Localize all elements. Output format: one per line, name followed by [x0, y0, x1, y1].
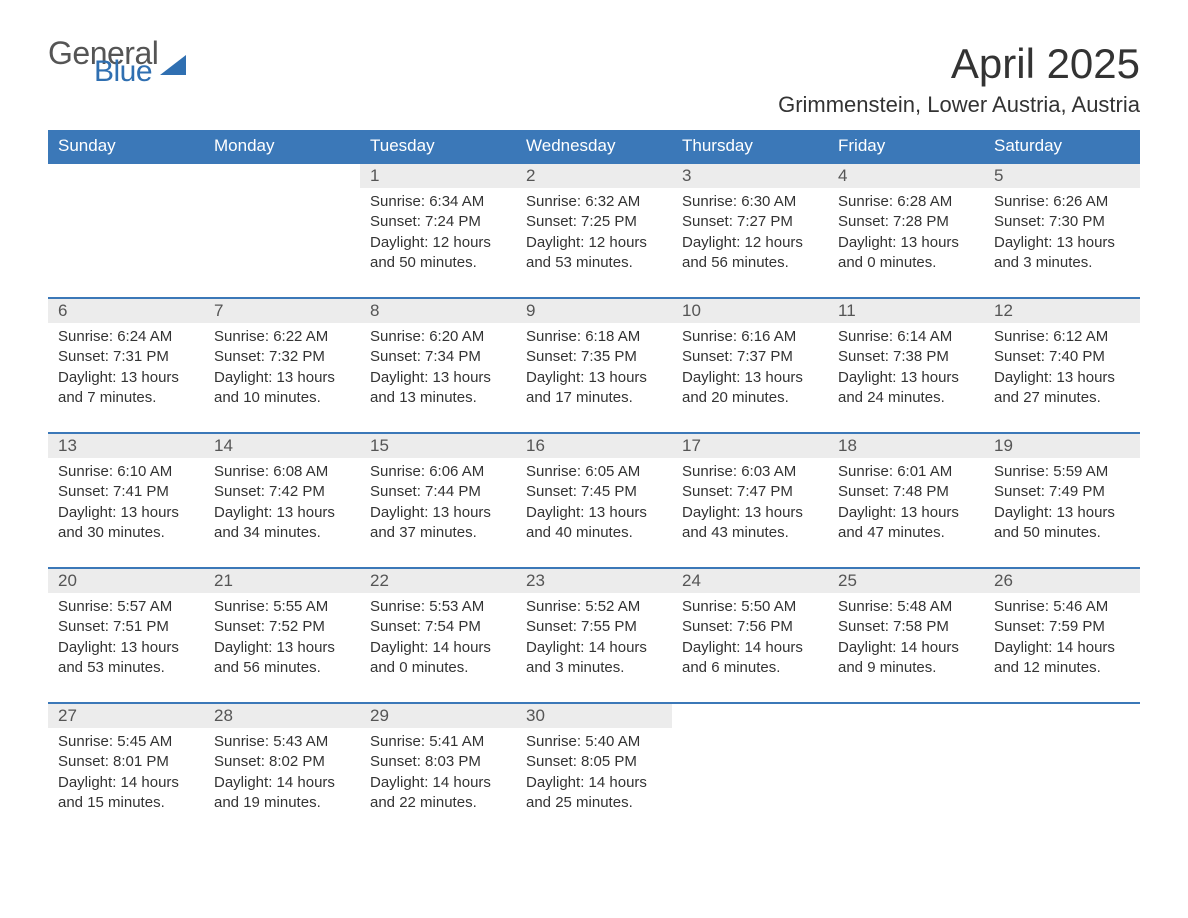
empty-daynum-cell [984, 703, 1140, 728]
day-detail: Sunrise: 6:20 AMSunset: 7:34 PMDaylight:… [360, 323, 516, 433]
day-detail: Sunrise: 6:26 AMSunset: 7:30 PMDaylight:… [984, 188, 1140, 298]
day-number: 1 [360, 163, 516, 188]
day-header: Tuesday [360, 130, 516, 163]
day-number: 29 [360, 703, 516, 728]
day-number: 2 [516, 163, 672, 188]
day-header: Thursday [672, 130, 828, 163]
week-detail-row: Sunrise: 6:34 AMSunset: 7:24 PMDaylight:… [48, 188, 1140, 298]
day-detail: Sunrise: 6:06 AMSunset: 7:44 PMDaylight:… [360, 458, 516, 568]
day-number: 10 [672, 298, 828, 323]
day-number: 27 [48, 703, 204, 728]
day-number: 5 [984, 163, 1140, 188]
day-number: 13 [48, 433, 204, 458]
day-number: 21 [204, 568, 360, 593]
day-detail: Sunrise: 5:57 AMSunset: 7:51 PMDaylight:… [48, 593, 204, 703]
day-number: 30 [516, 703, 672, 728]
day-detail: Sunrise: 5:55 AMSunset: 7:52 PMDaylight:… [204, 593, 360, 703]
day-header: Wednesday [516, 130, 672, 163]
day-number: 17 [672, 433, 828, 458]
day-number: 7 [204, 298, 360, 323]
day-detail: Sunrise: 6:10 AMSunset: 7:41 PMDaylight:… [48, 458, 204, 568]
week-detail-row: Sunrise: 5:45 AMSunset: 8:01 PMDaylight:… [48, 728, 1140, 838]
day-number: 6 [48, 298, 204, 323]
empty-daynum-cell [828, 703, 984, 728]
empty-detail-cell [672, 728, 828, 838]
empty-detail-cell [984, 728, 1140, 838]
day-number: 26 [984, 568, 1140, 593]
week-daynum-row: 13141516171819 [48, 433, 1140, 458]
brand-logo: General Blue [48, 40, 186, 85]
day-number: 22 [360, 568, 516, 593]
week-daynum-row: 12345 [48, 163, 1140, 188]
day-detail: Sunrise: 5:59 AMSunset: 7:49 PMDaylight:… [984, 458, 1140, 568]
day-detail: Sunrise: 6:08 AMSunset: 7:42 PMDaylight:… [204, 458, 360, 568]
brand-word-2: Blue [94, 59, 158, 85]
day-header: Sunday [48, 130, 204, 163]
day-number: 19 [984, 433, 1140, 458]
day-detail: Sunrise: 6:12 AMSunset: 7:40 PMDaylight:… [984, 323, 1140, 433]
sail-icon [160, 55, 186, 75]
day-header: Saturday [984, 130, 1140, 163]
day-detail: Sunrise: 5:45 AMSunset: 8:01 PMDaylight:… [48, 728, 204, 838]
day-number: 28 [204, 703, 360, 728]
page-title: April 2025 [951, 40, 1140, 88]
day-detail: Sunrise: 6:32 AMSunset: 7:25 PMDaylight:… [516, 188, 672, 298]
day-number: 24 [672, 568, 828, 593]
day-detail: Sunrise: 6:34 AMSunset: 7:24 PMDaylight:… [360, 188, 516, 298]
empty-detail-cell [204, 188, 360, 298]
day-detail: Sunrise: 5:52 AMSunset: 7:55 PMDaylight:… [516, 593, 672, 703]
day-detail: Sunrise: 6:05 AMSunset: 7:45 PMDaylight:… [516, 458, 672, 568]
day-number: 11 [828, 298, 984, 323]
day-detail: Sunrise: 6:28 AMSunset: 7:28 PMDaylight:… [828, 188, 984, 298]
day-detail: Sunrise: 6:18 AMSunset: 7:35 PMDaylight:… [516, 323, 672, 433]
empty-daynum-cell [48, 163, 204, 188]
day-detail: Sunrise: 6:03 AMSunset: 7:47 PMDaylight:… [672, 458, 828, 568]
empty-detail-cell [48, 188, 204, 298]
day-number: 8 [360, 298, 516, 323]
location-subtitle: Grimmenstein, Lower Austria, Austria [48, 92, 1140, 118]
day-header-row: SundayMondayTuesdayWednesdayThursdayFrid… [48, 130, 1140, 163]
day-number: 9 [516, 298, 672, 323]
day-detail: Sunrise: 6:24 AMSunset: 7:31 PMDaylight:… [48, 323, 204, 433]
day-detail: Sunrise: 5:48 AMSunset: 7:58 PMDaylight:… [828, 593, 984, 703]
day-detail: Sunrise: 6:16 AMSunset: 7:37 PMDaylight:… [672, 323, 828, 433]
calendar-table: SundayMondayTuesdayWednesdayThursdayFrid… [48, 130, 1140, 838]
day-detail: Sunrise: 6:14 AMSunset: 7:38 PMDaylight:… [828, 323, 984, 433]
day-detail: Sunrise: 6:22 AMSunset: 7:32 PMDaylight:… [204, 323, 360, 433]
day-number: 12 [984, 298, 1140, 323]
empty-daynum-cell [672, 703, 828, 728]
day-number: 23 [516, 568, 672, 593]
day-detail: Sunrise: 5:41 AMSunset: 8:03 PMDaylight:… [360, 728, 516, 838]
day-header: Monday [204, 130, 360, 163]
week-daynum-row: 6789101112 [48, 298, 1140, 323]
day-number: 20 [48, 568, 204, 593]
empty-daynum-cell [204, 163, 360, 188]
day-number: 14 [204, 433, 360, 458]
day-number: 25 [828, 568, 984, 593]
day-number: 4 [828, 163, 984, 188]
day-detail: Sunrise: 5:43 AMSunset: 8:02 PMDaylight:… [204, 728, 360, 838]
day-detail: Sunrise: 6:01 AMSunset: 7:48 PMDaylight:… [828, 458, 984, 568]
week-detail-row: Sunrise: 6:10 AMSunset: 7:41 PMDaylight:… [48, 458, 1140, 568]
day-detail: Sunrise: 6:30 AMSunset: 7:27 PMDaylight:… [672, 188, 828, 298]
day-detail: Sunrise: 5:50 AMSunset: 7:56 PMDaylight:… [672, 593, 828, 703]
day-number: 16 [516, 433, 672, 458]
day-detail: Sunrise: 5:46 AMSunset: 7:59 PMDaylight:… [984, 593, 1140, 703]
week-detail-row: Sunrise: 5:57 AMSunset: 7:51 PMDaylight:… [48, 593, 1140, 703]
day-header: Friday [828, 130, 984, 163]
empty-detail-cell [828, 728, 984, 838]
day-detail: Sunrise: 5:40 AMSunset: 8:05 PMDaylight:… [516, 728, 672, 838]
week-detail-row: Sunrise: 6:24 AMSunset: 7:31 PMDaylight:… [48, 323, 1140, 433]
day-number: 3 [672, 163, 828, 188]
day-number: 15 [360, 433, 516, 458]
day-number: 18 [828, 433, 984, 458]
day-detail: Sunrise: 5:53 AMSunset: 7:54 PMDaylight:… [360, 593, 516, 703]
week-daynum-row: 27282930 [48, 703, 1140, 728]
week-daynum-row: 20212223242526 [48, 568, 1140, 593]
